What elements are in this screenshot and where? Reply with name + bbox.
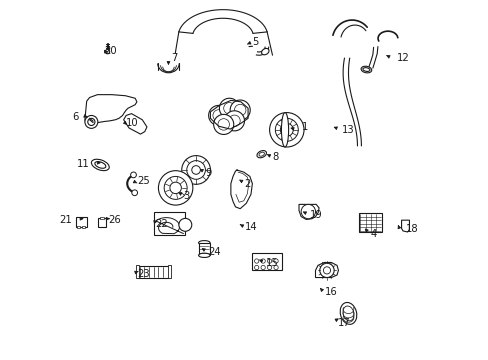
Ellipse shape: [95, 162, 105, 168]
Ellipse shape: [198, 240, 210, 245]
Ellipse shape: [340, 302, 356, 324]
Circle shape: [267, 265, 271, 270]
Circle shape: [224, 111, 244, 131]
Ellipse shape: [261, 49, 268, 55]
Circle shape: [158, 171, 192, 205]
Bar: [358, 213, 381, 232]
Circle shape: [169, 182, 181, 194]
Circle shape: [88, 118, 95, 126]
Text: 26: 26: [108, 215, 121, 225]
Circle shape: [223, 103, 235, 114]
Circle shape: [261, 259, 265, 263]
Polygon shape: [85, 95, 137, 123]
Text: 22: 22: [155, 219, 167, 229]
Text: 16: 16: [324, 287, 337, 297]
Ellipse shape: [362, 68, 369, 71]
Text: 23: 23: [137, 269, 149, 279]
Text: 9: 9: [205, 168, 212, 178]
Ellipse shape: [91, 159, 109, 171]
Ellipse shape: [236, 177, 245, 183]
Circle shape: [323, 267, 330, 274]
Polygon shape: [401, 220, 408, 232]
Circle shape: [191, 166, 200, 174]
Circle shape: [267, 259, 271, 263]
Circle shape: [273, 265, 278, 270]
Bar: [168, 265, 171, 278]
Text: 14: 14: [244, 222, 257, 232]
Ellipse shape: [236, 186, 245, 190]
Circle shape: [269, 113, 304, 147]
Text: 3: 3: [183, 191, 189, 201]
Ellipse shape: [342, 306, 353, 321]
Text: 1: 1: [301, 122, 307, 132]
Circle shape: [213, 114, 233, 134]
Text: 4: 4: [370, 229, 376, 239]
Circle shape: [254, 265, 258, 270]
Circle shape: [182, 156, 210, 184]
Text: 21: 21: [60, 215, 72, 225]
Text: 13: 13: [341, 125, 354, 135]
Polygon shape: [298, 204, 319, 220]
Bar: [98, 219, 106, 227]
Text: 18: 18: [405, 225, 418, 234]
Circle shape: [132, 190, 137, 195]
Text: 25: 25: [137, 176, 149, 186]
Circle shape: [208, 105, 228, 126]
Polygon shape: [315, 262, 338, 278]
Text: 8: 8: [271, 152, 278, 162]
Bar: [76, 217, 86, 226]
Circle shape: [218, 119, 229, 130]
Text: 17: 17: [337, 318, 350, 328]
Text: 7: 7: [171, 53, 177, 63]
Circle shape: [254, 259, 258, 263]
Bar: [136, 265, 139, 278]
Text: 10: 10: [126, 118, 139, 128]
Circle shape: [186, 161, 205, 179]
Text: 2: 2: [244, 179, 250, 189]
Bar: [137, 266, 169, 278]
Circle shape: [301, 204, 315, 219]
Ellipse shape: [198, 253, 210, 257]
Text: 19: 19: [309, 210, 322, 220]
Circle shape: [280, 123, 293, 136]
Text: 24: 24: [208, 247, 221, 257]
Circle shape: [261, 265, 265, 270]
Bar: [198, 243, 210, 255]
Ellipse shape: [281, 113, 288, 147]
Ellipse shape: [259, 152, 264, 156]
Circle shape: [219, 98, 239, 118]
Circle shape: [212, 110, 224, 121]
Circle shape: [164, 176, 187, 199]
Circle shape: [130, 172, 136, 178]
Bar: [77, 226, 80, 228]
Text: 20: 20: [104, 46, 117, 56]
Bar: [252, 253, 281, 270]
Circle shape: [234, 104, 245, 116]
Text: 11: 11: [77, 159, 89, 169]
Text: 6: 6: [72, 112, 79, 122]
Circle shape: [319, 263, 333, 278]
Circle shape: [105, 49, 109, 54]
Circle shape: [179, 219, 191, 231]
Polygon shape: [230, 170, 252, 209]
Bar: [154, 212, 184, 234]
Text: 15: 15: [265, 258, 278, 268]
Text: 12: 12: [396, 53, 408, 63]
Ellipse shape: [360, 66, 371, 73]
Circle shape: [275, 118, 298, 141]
Polygon shape: [123, 114, 147, 134]
Ellipse shape: [256, 150, 266, 158]
Circle shape: [230, 100, 250, 120]
Bar: [100, 217, 104, 220]
Text: 5: 5: [252, 37, 258, 47]
Circle shape: [273, 259, 278, 263]
Circle shape: [85, 116, 98, 129]
Bar: [81, 226, 84, 228]
Circle shape: [228, 115, 240, 127]
